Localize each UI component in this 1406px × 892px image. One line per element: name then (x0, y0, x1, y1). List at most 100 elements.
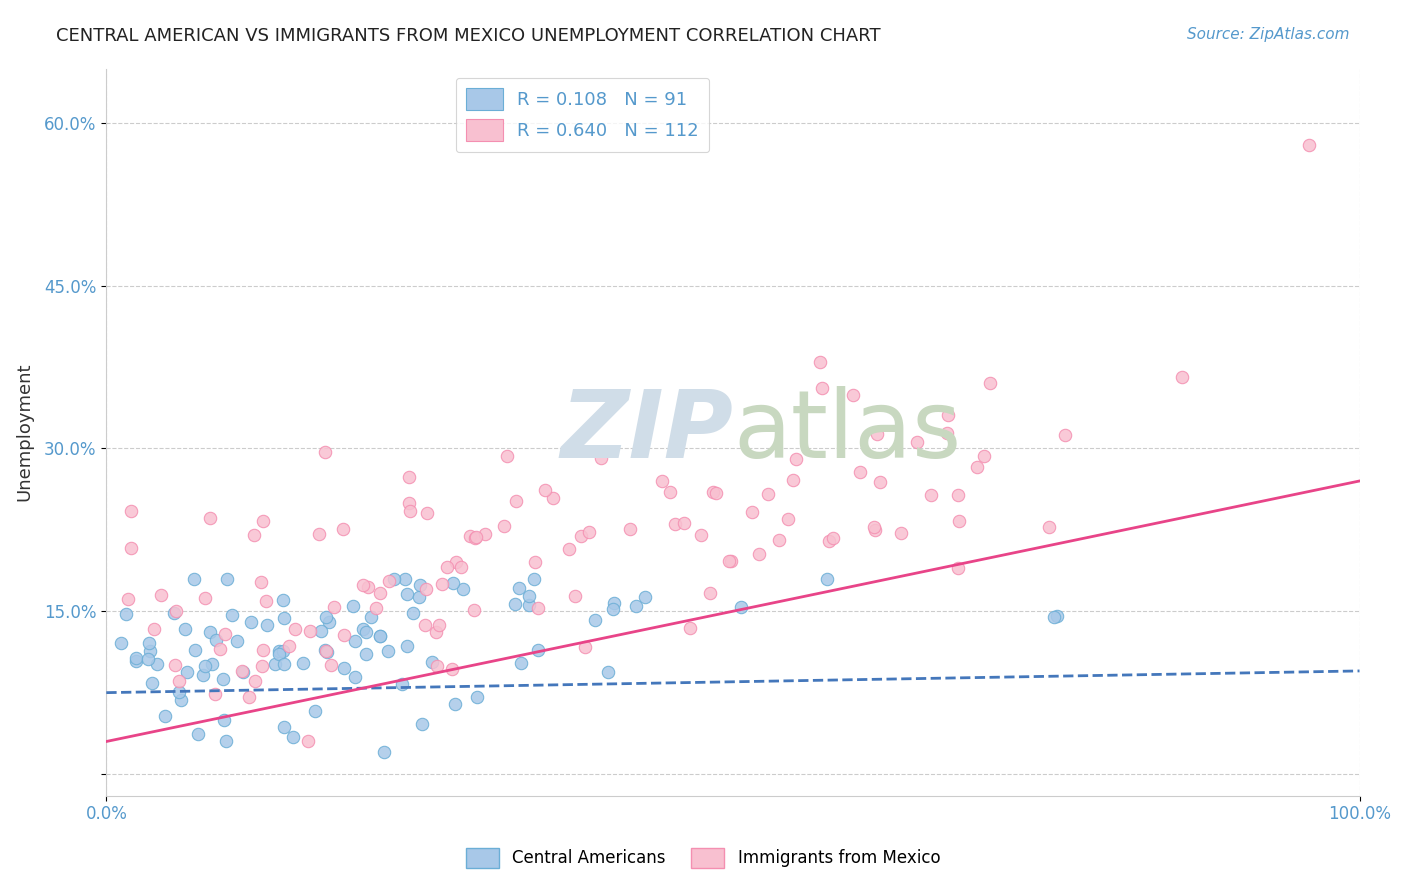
Point (398, 470, 420, 484)
Point (505, 494, 527, 508)
Point (413, 617, 436, 632)
Point (463, 603, 485, 617)
Point (936, 426, 959, 441)
Point (583, 613, 606, 627)
Point (426, 659, 449, 673)
Point (420, 655, 443, 669)
Point (231, 664, 253, 678)
Point (543, 491, 565, 505)
Point (333, 628, 356, 642)
Point (704, 486, 727, 500)
Point (297, 734, 319, 748)
Point (352, 578, 374, 592)
Point (558, 542, 581, 557)
Point (141, 676, 163, 690)
Point (808, 354, 831, 368)
Point (162, 606, 184, 620)
Point (153, 708, 176, 723)
Point (184, 642, 207, 657)
Point (110, 636, 132, 650)
Point (174, 623, 197, 637)
Point (194, 659, 217, 673)
Point (120, 541, 142, 555)
Point (298, 624, 321, 639)
Point (659, 484, 682, 499)
Point (212, 713, 235, 727)
Point (167, 685, 190, 699)
Point (936, 408, 959, 422)
Point (510, 657, 533, 671)
Point (342, 599, 364, 613)
Point (368, 629, 391, 643)
Point (444, 697, 467, 711)
Point (973, 449, 995, 463)
Point (308, 527, 330, 541)
Point (526, 643, 548, 657)
Point (785, 452, 807, 467)
Point (263, 657, 285, 671)
Point (451, 582, 474, 596)
Point (250, 574, 273, 589)
Point (254, 594, 277, 608)
Point (569, 529, 592, 543)
Point (946, 488, 969, 502)
Point (256, 618, 278, 632)
Point (215, 734, 238, 748)
Point (966, 460, 988, 475)
Point (699, 586, 721, 600)
Point (523, 572, 546, 586)
Point (267, 643, 290, 657)
Point (624, 599, 647, 613)
Point (238, 690, 260, 704)
Point (440, 661, 463, 675)
Point (366, 601, 388, 615)
Point (225, 634, 247, 648)
Point (198, 625, 221, 640)
Point (425, 625, 447, 640)
Point (465, 530, 488, 544)
Point (890, 525, 912, 540)
Point (125, 651, 148, 665)
Point (411, 717, 433, 731)
Point (170, 693, 193, 707)
Point (395, 639, 418, 653)
Point (651, 474, 673, 488)
Legend: R = 0.108   N = 91, R = 0.640   N = 112: R = 0.108 N = 91, R = 0.640 N = 112 (456, 78, 710, 153)
Point (848, 465, 870, 479)
Point (564, 589, 586, 603)
Point (496, 449, 519, 463)
Point (243, 673, 266, 688)
Point (399, 504, 422, 518)
Text: ZIP: ZIP (560, 386, 733, 478)
Point (373, 745, 395, 759)
Point (149, 588, 172, 602)
Point (465, 690, 488, 704)
Point (776, 511, 799, 525)
Point (430, 576, 453, 591)
Point (578, 524, 600, 539)
Point (273, 644, 295, 658)
Point (415, 582, 437, 596)
Point (165, 657, 187, 672)
Point (243, 527, 266, 541)
Point (523, 555, 546, 569)
Point (817, 533, 839, 548)
Point (354, 624, 377, 639)
Point (533, 483, 555, 497)
Point (574, 640, 596, 655)
Point (315, 609, 337, 624)
Point (322, 600, 344, 615)
Point (527, 601, 550, 615)
Point (464, 531, 486, 545)
Point (1054, 428, 1077, 442)
Point (408, 590, 430, 604)
Point (138, 644, 160, 658)
Point (690, 528, 713, 542)
Point (215, 572, 238, 586)
Point (377, 644, 399, 658)
Point (212, 672, 235, 686)
Point (283, 730, 305, 744)
Point (354, 647, 377, 661)
Point (318, 615, 340, 629)
Point (718, 554, 741, 568)
